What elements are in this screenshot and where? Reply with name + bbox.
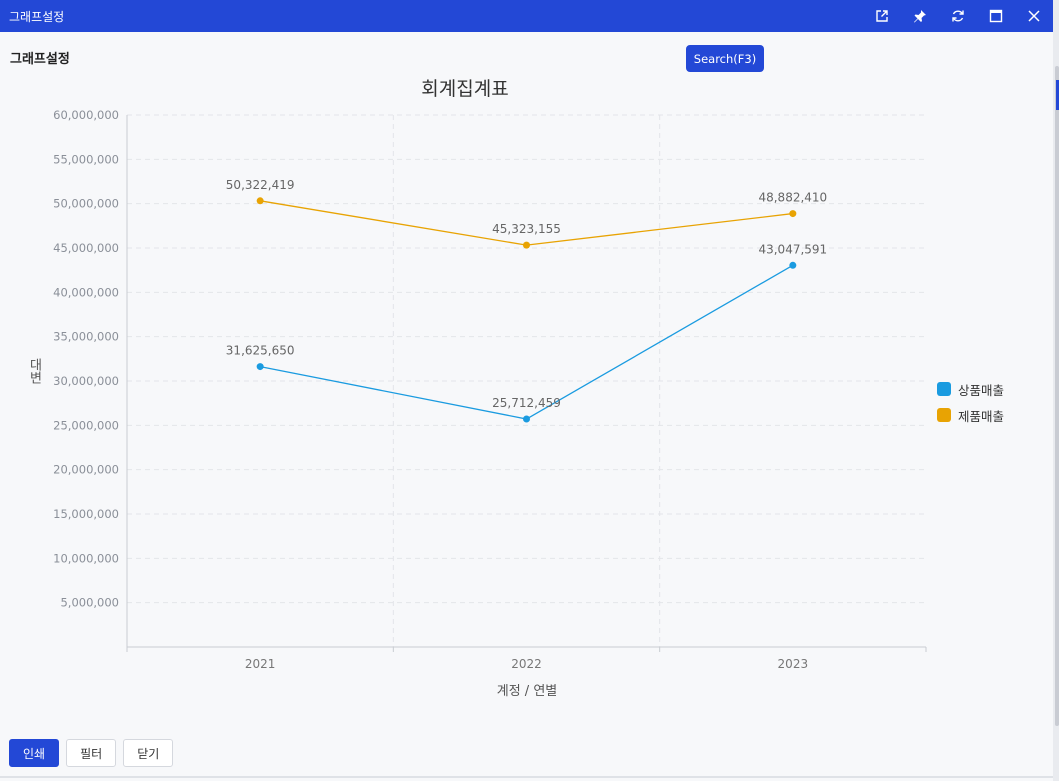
refresh-icon[interactable] xyxy=(939,0,977,32)
print-button[interactable]: 인쇄 xyxy=(9,739,60,767)
x-axis-title: 계정 / 연별 xyxy=(497,684,558,699)
y-tick-label: 60,000,000 xyxy=(53,108,119,122)
window-titlebar: 그래프설정 xyxy=(0,0,1053,32)
data-label: 25,712,459 xyxy=(492,396,561,410)
maximize-icon[interactable] xyxy=(977,0,1015,32)
y-tick-label: 50,000,000 xyxy=(53,197,119,211)
window-bottom-border xyxy=(0,776,1053,778)
y-tick-label: 35,000,000 xyxy=(53,330,119,344)
x-tick-label: 2021 xyxy=(245,657,276,671)
external-link-icon[interactable] xyxy=(863,0,901,32)
legend-label-series1: 상품매출 xyxy=(958,382,1005,398)
data-point xyxy=(523,415,530,423)
window-title: 그래프설정 xyxy=(9,9,65,24)
data-point xyxy=(789,261,797,269)
y-tick-label: 40,000,000 xyxy=(53,285,119,299)
page-title: 그래프설정 xyxy=(10,52,70,67)
chart-legend: 상품매출 제품매출 xyxy=(937,376,1004,428)
legend-swatch-series2 xyxy=(937,408,951,422)
y-tick-label: 55,000,000 xyxy=(53,152,119,166)
legend-label-series2: 제품매출 xyxy=(958,408,1005,424)
y-tick-label: 25,000,000 xyxy=(53,418,119,432)
x-tick-label: 2022 xyxy=(511,657,542,671)
data-label: 45,323,155 xyxy=(492,222,561,236)
pin-icon[interactable] xyxy=(901,0,939,32)
data-label: 48,882,410 xyxy=(758,191,827,205)
legend-item-series1[interactable]: 상품매출 xyxy=(937,376,1004,402)
close-button[interactable]: 닫기 xyxy=(123,739,174,767)
x-tick-label: 2023 xyxy=(778,657,809,671)
data-label: 50,322,419 xyxy=(226,178,295,192)
data-label: 31,625,650 xyxy=(226,344,295,358)
line-chart: 회계집계표 5,000,000 10,000,000 15,000,000 20,000… xyxy=(27,78,927,699)
y-tick-label: 30,000,000 xyxy=(53,374,119,388)
legend-item-series2[interactable]: 제품매출 xyxy=(937,402,1004,428)
scrollbar[interactable] xyxy=(1053,0,1059,781)
y-tick-label: 20,000,000 xyxy=(53,463,119,477)
y-tick-label: 10,000,000 xyxy=(53,551,119,565)
chart-title: 회계집계표 xyxy=(421,78,508,100)
footer-buttons: 인쇄 필터 닫기 xyxy=(9,739,174,767)
legend-swatch-series1 xyxy=(937,382,951,396)
scrollbar-thumb[interactable] xyxy=(1055,66,1059,726)
y-tick-label: 5,000,000 xyxy=(60,596,119,610)
close-icon[interactable] xyxy=(1015,0,1053,32)
scroll-indicator xyxy=(1056,80,1059,110)
y-tick-label: 15,000,000 xyxy=(53,507,119,521)
search-button[interactable]: Search(F3) xyxy=(686,45,764,72)
y-axis-title: 대변 xyxy=(27,358,42,384)
data-label: 43,047,591 xyxy=(758,242,827,256)
filter-button[interactable]: 필터 xyxy=(66,739,117,767)
data-point xyxy=(256,363,264,371)
data-point xyxy=(789,210,797,218)
data-point xyxy=(256,197,264,205)
y-tick-label: 45,000,000 xyxy=(53,241,119,255)
data-point xyxy=(523,241,530,249)
